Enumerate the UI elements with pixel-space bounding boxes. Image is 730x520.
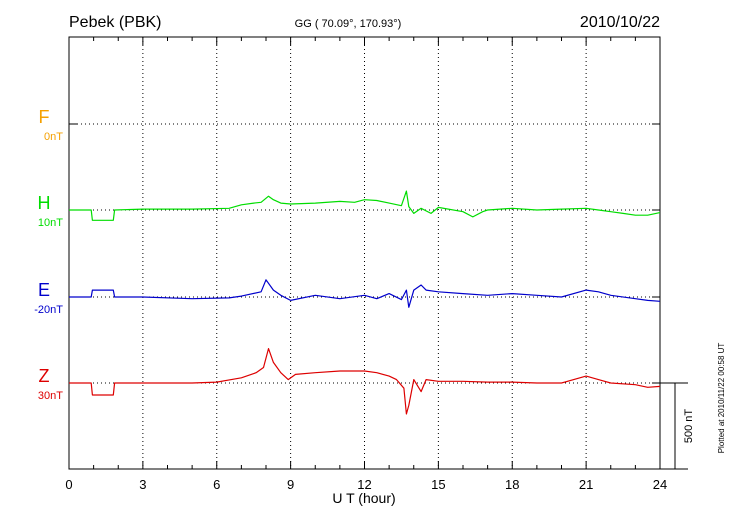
axis-ticks (68, 37, 661, 469)
scale-bar: 500 nT (660, 382, 695, 470)
x-tick-label: 15 (431, 477, 445, 492)
x-tick-label: 24 (653, 477, 667, 492)
x-tick-label: 18 (505, 477, 519, 492)
series-name-label: H (38, 193, 51, 213)
x-tick-labels: 0 3 6 9 12 15 18 21 24 (65, 477, 667, 492)
plotted-timestamp: Plotted at 2010/11/22 00:58 UT (717, 343, 726, 454)
x-tick-label: 3 (139, 477, 146, 492)
grid-lines (69, 37, 660, 469)
series-name-label: F (39, 107, 50, 127)
series-name-label: Z (39, 366, 50, 386)
x-tick-label: 6 (213, 477, 220, 492)
x-tick-label: 12 (357, 477, 371, 492)
station-title: Pebek (PBK) (69, 14, 161, 31)
x-axis-label: U T (hour) (332, 490, 395, 506)
series-lines (69, 190, 661, 415)
coordinates-label: GG ( 70.09°, 170.93°) (295, 18, 402, 30)
scale-bar-label: 500 nT (683, 409, 695, 444)
x-tick-label: 0 (65, 477, 72, 492)
series-name-label: E (38, 280, 50, 300)
date-label: 2010/10/22 (580, 14, 660, 31)
series-labels: F 0nT H 10nT E -20nT Z 30nT (34, 107, 63, 402)
series-baseline-label: 30nT (38, 390, 63, 402)
series-line-z (69, 348, 661, 415)
series-line-h (69, 190, 661, 221)
series-baseline-label: -20nT (34, 304, 63, 316)
series-baseline-label: 0nT (44, 131, 63, 143)
x-tick-label: 21 (579, 477, 593, 492)
x-tick-label: 9 (287, 477, 294, 492)
series-baseline-label: 10nT (38, 217, 63, 229)
series-line-e (69, 279, 661, 308)
